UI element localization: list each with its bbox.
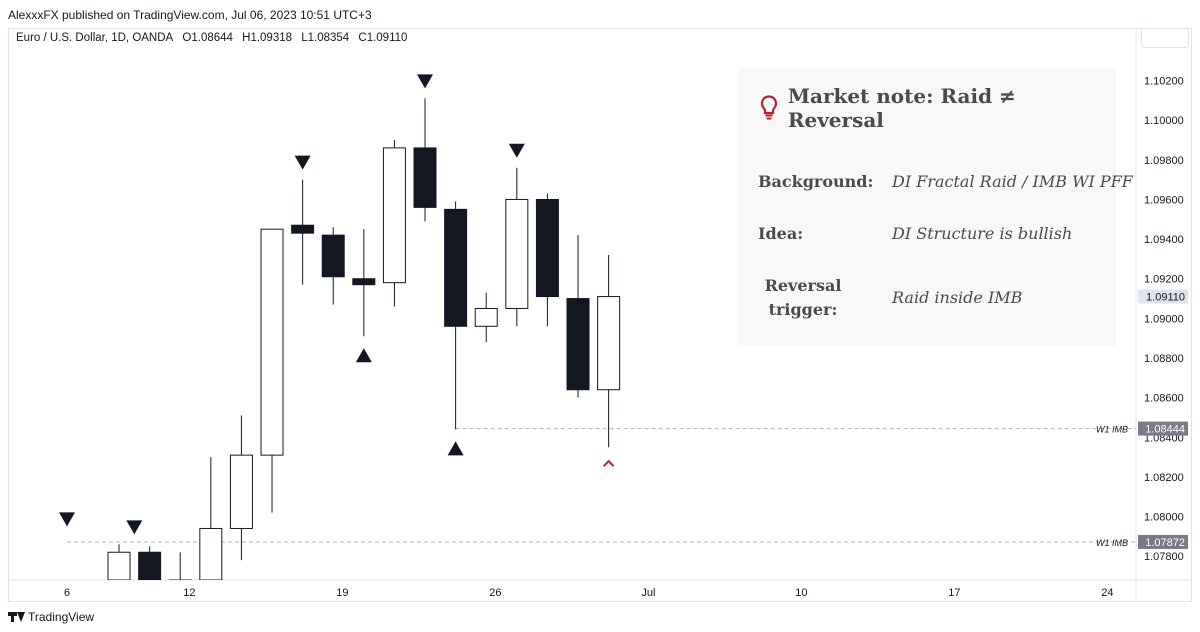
- candle-bear: [291, 224, 315, 234]
- symbol-name: Euro / U.S. Dollar, 1D, OANDA: [16, 32, 174, 44]
- symbol-info: Euro / U.S. Dollar, 1D, OANDA O1.08644 H…: [16, 32, 413, 44]
- candle-bear: [444, 208, 468, 327]
- brand-name: TradingView: [28, 610, 95, 624]
- plot-area: [59, 74, 1136, 580]
- ohlc-high: H1.09318: [242, 32, 293, 44]
- imb-price-badge: [1138, 421, 1188, 436]
- footer-brand: TradingView: [8, 610, 94, 624]
- last-price-label: 1.09110: [1146, 292, 1185, 304]
- y-tick-label: 1.08000: [1144, 512, 1184, 524]
- x-tick-label: 10: [795, 587, 807, 599]
- chart-frame: [8, 28, 1192, 602]
- imb-level-label: W1 IMB: [1096, 425, 1128, 435]
- candle-bull: [260, 228, 284, 456]
- candle-bull: [107, 551, 131, 580]
- note-value: Raid inside IMB: [892, 288, 1023, 307]
- x-tick-label: 19: [336, 587, 348, 599]
- note-value: DI Structure is bullish: [892, 224, 1073, 243]
- note-value: DI Fractal Raid / IMB WI PFF: [892, 172, 1133, 191]
- fractal-high-triangle: [126, 520, 143, 535]
- candle-bull: [229, 454, 253, 529]
- x-tick-label: 17: [948, 587, 960, 599]
- y-tick-label: 1.10000: [1144, 115, 1184, 127]
- fractal-high-triangle: [294, 155, 311, 170]
- note-key: Background:: [758, 172, 874, 191]
- fractal-high-triangle: [508, 143, 525, 158]
- lightbulb-icon: [760, 95, 778, 121]
- note-key-line: trigger:: [768, 300, 838, 319]
- price-scale-button[interactable]: [1141, 28, 1189, 48]
- imb-price-label: 1.07872: [1145, 537, 1185, 549]
- note-key: Reversal trigger:: [758, 274, 848, 322]
- note-key-line: Reversal: [764, 276, 842, 295]
- y-tick-label: 1.07800: [1144, 551, 1184, 563]
- note-title-text: Market note: Raid ≠ Reversal: [787, 84, 1016, 132]
- candle-bull: [505, 198, 529, 309]
- candle-bull: [597, 296, 621, 391]
- candle-bull: [382, 147, 406, 284]
- candle-bear: [413, 147, 437, 208]
- y-tick-label: 1.09600: [1144, 194, 1184, 206]
- y-tick-label: 1.08800: [1144, 353, 1184, 365]
- candle-bear: [321, 234, 345, 278]
- ohlc-low: L1.08354: [301, 32, 350, 44]
- imb-price-badge: [1138, 534, 1188, 549]
- fractal-low-triangle: [355, 348, 372, 363]
- y-tick-label: 1.09200: [1144, 274, 1184, 286]
- candle-bull: [474, 307, 498, 327]
- candle-bear: [138, 551, 162, 580]
- raid-caret-marker: [602, 459, 615, 467]
- candle-bear: [566, 298, 590, 391]
- y-tick-label: 1.09400: [1144, 234, 1184, 246]
- imb-price-label: 1.08444: [1145, 424, 1185, 436]
- candle-bull: [199, 527, 223, 580]
- x-tick-label: 24: [1101, 587, 1113, 599]
- last-price-badge: [1138, 289, 1188, 304]
- candle-bear: [535, 198, 559, 298]
- x-tick-label: 26: [489, 587, 501, 599]
- fractal-high-triangle: [59, 512, 75, 527]
- y-tick-label: 1.10200: [1144, 76, 1184, 88]
- x-tick-label: 12: [183, 587, 195, 599]
- ohlc-close: C1.09110: [358, 32, 408, 44]
- note-title: Market note: Raid ≠ Reversal: [760, 84, 1116, 132]
- y-tick-label: 1.08600: [1144, 393, 1184, 405]
- market-note-box: Market note: Raid ≠ Reversal Background:…: [738, 68, 1133, 346]
- ohlc-open: O1.08644: [182, 32, 233, 44]
- published-info: AlexxxFX published on TradingView.com, J…: [8, 8, 372, 22]
- candle-bear: [352, 278, 376, 286]
- y-tick-label: 1.08200: [1144, 472, 1184, 484]
- fractal-high-triangle: [417, 74, 434, 89]
- y-tick-label: 1.09000: [1144, 313, 1184, 325]
- top-bar: AlexxxFX published on TradingView.com, J…: [0, 0, 1200, 28]
- y-tick-label: 1.09800: [1144, 155, 1184, 167]
- x-tick-label: 6: [64, 587, 70, 599]
- tradingview-logo-icon: [8, 612, 25, 622]
- x-tick-label: Jul: [641, 587, 655, 599]
- note-key: Idea:: [758, 224, 804, 243]
- imb-level-label: W1 IMB: [1096, 538, 1128, 548]
- fractal-low-triangle: [447, 441, 464, 456]
